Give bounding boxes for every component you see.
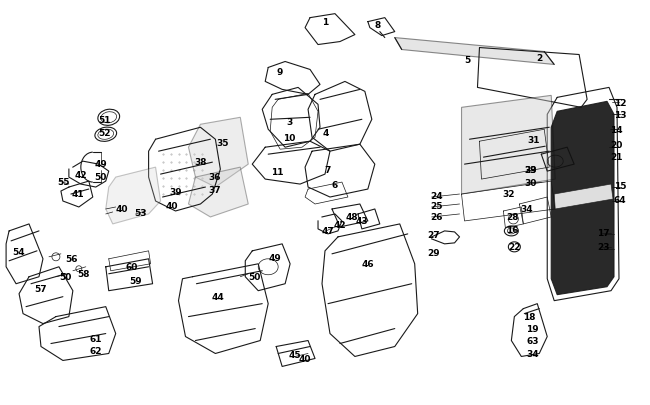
Text: 15: 15 [614,181,626,190]
Text: 24: 24 [430,191,443,200]
Text: 58: 58 [77,270,90,279]
Text: 44: 44 [212,292,225,301]
Text: 43: 43 [356,217,368,226]
Text: 37: 37 [208,185,221,194]
Text: 48: 48 [346,213,358,222]
Text: 60: 60 [125,262,138,272]
Polygon shape [395,38,554,65]
Text: 34: 34 [526,349,539,358]
Text: 30: 30 [524,178,536,187]
Polygon shape [551,102,614,295]
Text: 51: 51 [99,115,111,124]
Text: 39: 39 [169,187,182,196]
Text: 61: 61 [90,334,102,343]
Text: 62: 62 [90,346,102,355]
Text: 23: 23 [597,243,609,252]
Text: 40: 40 [165,202,178,211]
Text: 46: 46 [361,260,374,269]
Text: 40: 40 [299,354,311,363]
Text: 1: 1 [322,18,328,27]
Text: 25: 25 [430,202,443,211]
Text: 63: 63 [526,336,539,345]
Text: 14: 14 [610,126,622,134]
Text: 12: 12 [614,98,626,108]
Text: 3: 3 [286,117,292,126]
Text: 6: 6 [332,180,338,189]
Text: 53: 53 [135,209,147,218]
Text: 56: 56 [66,255,78,264]
Text: 22: 22 [508,243,521,252]
Text: 4: 4 [323,128,329,137]
Text: 49: 49 [94,159,107,168]
Text: 36: 36 [208,172,220,181]
Text: 9: 9 [277,68,283,77]
Text: 17: 17 [597,229,609,238]
Text: 34: 34 [520,205,532,214]
Text: 20: 20 [610,141,622,149]
Text: 35: 35 [216,139,229,147]
Text: 32: 32 [502,189,515,198]
Polygon shape [188,118,248,188]
Text: 27: 27 [427,231,440,240]
Text: 31: 31 [527,135,540,144]
Text: 45: 45 [289,350,302,359]
Text: 2: 2 [536,54,542,63]
Text: 19: 19 [526,324,539,333]
Text: 11: 11 [271,167,283,176]
Text: 33: 33 [524,165,536,174]
Text: 29: 29 [524,165,537,174]
Text: 49: 49 [269,254,281,263]
Text: 29: 29 [427,249,440,258]
Text: 7: 7 [325,165,332,174]
Text: 16: 16 [506,226,519,235]
Text: 57: 57 [34,284,47,294]
Polygon shape [462,96,555,194]
Polygon shape [188,168,248,217]
Text: 59: 59 [129,277,142,286]
Text: 50: 50 [248,273,261,281]
Text: 38: 38 [194,157,207,166]
Text: 28: 28 [506,213,519,222]
Text: 26: 26 [430,213,443,222]
Text: 64: 64 [614,195,627,204]
Text: 40: 40 [116,205,128,214]
Text: 21: 21 [610,152,622,161]
Text: 54: 54 [13,248,25,257]
Text: 42: 42 [333,221,346,230]
Text: 42: 42 [75,170,87,179]
Text: 50: 50 [60,273,72,281]
Text: 18: 18 [523,312,536,321]
Text: 13: 13 [614,111,626,119]
Text: 52: 52 [99,128,111,137]
Polygon shape [106,168,161,224]
Text: 47: 47 [322,227,334,236]
Text: 5: 5 [464,56,471,65]
Polygon shape [554,185,613,209]
Text: 41: 41 [72,189,84,198]
Text: 8: 8 [374,21,381,30]
Text: 50: 50 [95,172,107,181]
Text: 10: 10 [283,133,295,143]
Text: 55: 55 [58,177,70,186]
